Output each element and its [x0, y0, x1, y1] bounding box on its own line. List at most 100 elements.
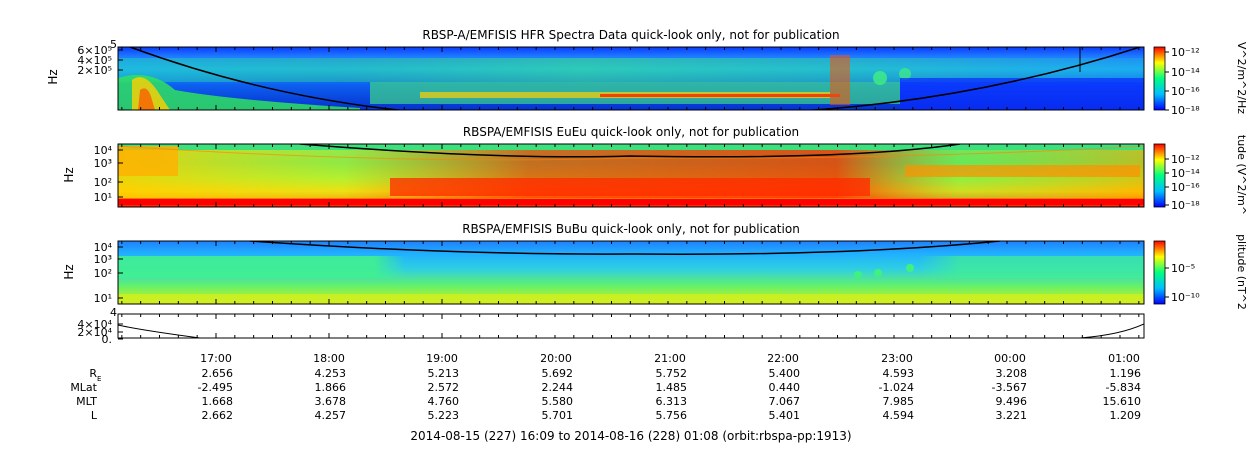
colorbar-tick-label: 10⁻¹⁸	[1171, 104, 1200, 117]
panel4-line	[117, 323, 1145, 339]
ephemeris-value: 3.678	[315, 395, 347, 408]
panel3-colorbar-ticks: 10⁻⁵ 10⁻¹⁰	[1165, 262, 1200, 304]
ephemeris-value: -3.567	[992, 381, 1027, 394]
ephemeris-value: 5.400	[769, 367, 801, 380]
ephemeris-value: 2.662	[202, 409, 234, 422]
panel4-ytop-label: 4	[110, 306, 117, 319]
time-tick-label: 21:00	[654, 352, 686, 365]
panel1-spectrogram	[118, 47, 1144, 110]
ephemeris-value: 5.692	[542, 367, 574, 380]
ephemeris-value: -2.495	[198, 381, 233, 394]
ephemeris-value: 0.440	[769, 381, 801, 394]
colorbar-tick-label: 10⁻¹²	[1171, 46, 1200, 59]
ephemeris-value: 5.752	[656, 367, 688, 380]
time-tick-label: 17:00	[200, 352, 232, 365]
ephemeris-row-label: MLat	[70, 381, 97, 394]
ephemeris-value: 9.496	[996, 395, 1028, 408]
ephemeris-value: 2.572	[428, 381, 460, 394]
colorbar-tick-label: 10⁻¹⁴	[1171, 167, 1200, 180]
ephemeris-table: R E 2.656 4.253 5.213 5.692 5.752 5.400 4.593 3.2…	[70, 367, 1141, 422]
panel2-frame	[117, 143, 1145, 208]
ytick-label: 10¹	[94, 191, 112, 204]
panel1-colorbar	[1153, 46, 1166, 111]
ephemeris-row-subscript: E	[97, 375, 101, 383]
panel2-ylabel: Hz	[62, 167, 76, 182]
colorbar-tick-label: 10⁻¹⁶	[1171, 181, 1200, 194]
ytick-label: 4×10⁵	[77, 54, 112, 67]
colorbar-tick-label: 10⁻¹⁸	[1171, 199, 1200, 212]
ephemeris-value: 5.223	[428, 409, 460, 422]
panel1-colorbar-ticks: 10⁻¹² 10⁻¹⁴ 10⁻¹⁶ 10⁻¹⁸	[1165, 46, 1200, 117]
ytick-label: 2×10⁵	[77, 64, 112, 77]
ytick-label: 10²	[94, 176, 112, 189]
panel3-spectrogram	[118, 241, 1144, 304]
ephemeris-value: 5.213	[428, 367, 460, 380]
time-tick-label: 22:00	[767, 352, 799, 365]
ephemeris-value: -1.024	[879, 381, 914, 394]
panel4-frame	[117, 313, 1145, 339]
panel2-spectrogram	[118, 144, 1144, 207]
ytick-label: 10¹	[94, 292, 112, 305]
colorbar-tick-label: 10⁻¹⁰	[1171, 291, 1200, 304]
ytick-label: 4×10⁴	[77, 318, 112, 331]
ephemeris-value: 1.196	[1110, 367, 1142, 380]
ytick-label: 10⁴	[94, 144, 113, 157]
panel3-colorbar-label: plitude (nT^2	[1235, 234, 1248, 310]
ephemeris-row-label: L	[91, 409, 98, 422]
ytick-label: 6×10⁵	[77, 44, 112, 57]
ytick-label: 10⁴	[94, 241, 113, 254]
panel2-title: RBSPA/EMFISIS EuEu quick-look only, not …	[463, 125, 799, 139]
time-tick-label: 01:00	[1108, 352, 1140, 365]
ephemeris-row-label: R	[89, 367, 97, 380]
ytick-label: 2×10⁴	[77, 326, 112, 339]
ephemeris-value: 1.485	[656, 381, 688, 394]
colorbar-tick-label: 10⁻¹²	[1171, 153, 1200, 166]
ytick-label: 10³	[94, 157, 112, 170]
panel3-ylabel: Hz	[62, 264, 76, 279]
ephemeris-value: 5.580	[542, 395, 574, 408]
colorbar-tick-label: 10⁻¹⁶	[1171, 85, 1200, 98]
ephemeris-value: 4.253	[315, 367, 347, 380]
panel1-ytop-label: 5	[110, 38, 117, 51]
ephemeris-value: 5.401	[769, 409, 801, 422]
panel2-colorbar	[1153, 143, 1166, 208]
panel1-frame	[117, 46, 1145, 111]
ytick-label: 10³	[94, 253, 112, 266]
time-axis-labels: 17:00 18:00 19:00 20:00 21:00 22:00 23:00 00:00…	[200, 352, 1140, 365]
ephemeris-value: 5.756	[656, 409, 688, 422]
ephemeris-value: 6.313	[656, 395, 688, 408]
time-tick-label: 18:00	[313, 352, 345, 365]
ephemeris-value: 4.594	[883, 409, 915, 422]
ephemeris-value: 3.221	[996, 409, 1028, 422]
time-axis-ticks	[121, 47, 1140, 338]
ephemeris-value: 4.257	[315, 409, 347, 422]
panel1-ylabel: Hz	[46, 69, 60, 84]
ephemeris-value: 1.668	[202, 395, 234, 408]
ephemeris-value: 3.208	[996, 367, 1028, 380]
ytick-label: 10²	[94, 267, 112, 280]
ephemeris-value: 15.610	[1103, 395, 1142, 408]
ephemeris-row-label: MLT	[76, 395, 97, 408]
time-tick-label: 19:00	[426, 352, 458, 365]
footer-time-range: 2014-08-15 (227) 16:09 to 2014-08-16 (22…	[410, 429, 851, 443]
ephemeris-value: 2.656	[202, 367, 234, 380]
ephemeris-value: 1.209	[1110, 409, 1142, 422]
ephemeris-value: 7.985	[883, 395, 915, 408]
ytick-label: 0.	[102, 333, 113, 346]
panel3-colorbar	[1153, 240, 1166, 305]
ephemeris-value: 4.760	[428, 395, 460, 408]
colorbar-tick-label: 10⁻⁵	[1171, 262, 1195, 275]
panel2-colorbar-label: tude (V^2/m^	[1235, 135, 1248, 215]
ephemeris-value: -5.834	[1106, 381, 1141, 394]
time-tick-label: 23:00	[881, 352, 913, 365]
time-tick-label: 00:00	[994, 352, 1026, 365]
time-tick-label: 20:00	[540, 352, 572, 365]
panel1-title: RBSP-A/EMFISIS HFR Spectra Data quick-lo…	[422, 28, 839, 42]
panel1-colorbar-label: V^2/m^2/Hz	[1235, 42, 1248, 114]
ephemeris-value: 4.593	[883, 367, 915, 380]
